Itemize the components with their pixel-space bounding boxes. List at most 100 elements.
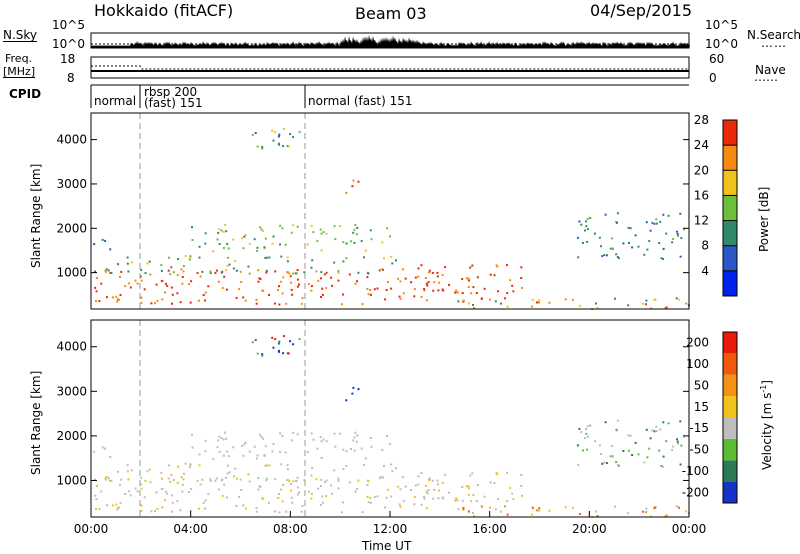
velocity-cell bbox=[384, 506, 387, 509]
power-cell bbox=[582, 241, 584, 244]
velocity-cell bbox=[306, 451, 309, 454]
velocity-cell bbox=[391, 470, 394, 473]
power-cell bbox=[278, 143, 280, 146]
velocity-cell bbox=[655, 430, 658, 433]
power-cell bbox=[166, 284, 169, 287]
velocity-cell bbox=[238, 496, 241, 498]
power-cell bbox=[469, 266, 472, 269]
velocity-cell bbox=[146, 470, 149, 473]
velocity-cell bbox=[345, 465, 348, 467]
power-cell bbox=[317, 279, 320, 282]
velocity-cell bbox=[586, 448, 589, 451]
power-cell bbox=[645, 299, 648, 302]
velocity-cell bbox=[197, 507, 200, 510]
velocity-cell bbox=[653, 507, 656, 510]
velocity-cell bbox=[423, 495, 426, 498]
power-cell bbox=[641, 302, 644, 305]
velocity-cell bbox=[499, 510, 502, 513]
power-cell bbox=[489, 273, 492, 276]
velocity-cell bbox=[354, 431, 357, 434]
velocity-cell bbox=[382, 476, 384, 479]
power-cell bbox=[598, 236, 601, 239]
power-cell bbox=[424, 277, 427, 279]
velocity-cell bbox=[428, 479, 431, 482]
power-cell bbox=[356, 226, 359, 229]
power-cell bbox=[381, 241, 384, 244]
colorbar-segment bbox=[723, 481, 737, 503]
power-cell bbox=[265, 269, 268, 272]
frequency-panel bbox=[90, 56, 690, 79]
power-cell bbox=[101, 238, 104, 241]
velocity-cell bbox=[154, 510, 156, 513]
power-cell bbox=[320, 232, 323, 235]
power-cell bbox=[215, 269, 218, 272]
power-cell bbox=[179, 301, 182, 304]
velocity-cell bbox=[187, 491, 190, 493]
power-cell bbox=[337, 269, 340, 272]
power-cell bbox=[595, 302, 597, 305]
velocity-cell bbox=[383, 465, 385, 467]
velocity-cell bbox=[296, 493, 299, 496]
power-cell bbox=[413, 288, 416, 291]
power-cell bbox=[111, 296, 114, 299]
velocity-cell bbox=[677, 442, 679, 445]
velocity-cell bbox=[520, 474, 523, 476]
power-cell bbox=[390, 255, 393, 258]
velocity-cell bbox=[471, 472, 474, 475]
velocity-cell bbox=[217, 439, 220, 442]
velocity-cell bbox=[235, 504, 238, 507]
power-cell bbox=[356, 280, 358, 283]
velocity-cell bbox=[340, 511, 343, 514]
velocity-cell bbox=[404, 485, 407, 488]
power-cell bbox=[380, 268, 383, 271]
power-cell bbox=[120, 270, 123, 273]
velocity-cell bbox=[598, 444, 601, 447]
velocity-cell bbox=[201, 478, 204, 481]
power-cell bbox=[98, 300, 101, 302]
power-cell bbox=[662, 213, 665, 216]
velocity-cell bbox=[676, 440, 679, 443]
power-cell bbox=[417, 267, 420, 270]
velocity-cell bbox=[259, 485, 262, 488]
power-cell bbox=[288, 272, 291, 275]
power-cell bbox=[672, 237, 675, 240]
power-cell bbox=[172, 271, 175, 274]
velocity-cell bbox=[629, 434, 632, 437]
velocity-cell bbox=[248, 450, 251, 453]
velocity-cell bbox=[634, 442, 637, 444]
power-cell bbox=[256, 246, 259, 249]
power-cell bbox=[369, 229, 372, 232]
power-cell bbox=[222, 230, 225, 233]
velocity-cell bbox=[278, 511, 281, 514]
velocity-cell bbox=[166, 492, 169, 495]
power-cell bbox=[146, 262, 149, 265]
power-cell bbox=[391, 262, 394, 265]
velocity-cell bbox=[376, 495, 379, 498]
velocity-cell bbox=[584, 437, 586, 440]
velocity-cell bbox=[659, 428, 662, 431]
colorbar-segment bbox=[723, 353, 737, 375]
velocity-cell bbox=[600, 452, 602, 455]
power-cell bbox=[629, 227, 632, 230]
velocity-cell bbox=[116, 508, 119, 511]
velocity-cell bbox=[189, 464, 192, 467]
velocity-cell bbox=[437, 497, 440, 500]
power-cell bbox=[530, 305, 533, 308]
velocity-cell bbox=[140, 504, 143, 507]
velocity-colorbar-tick-label: -200 bbox=[682, 485, 709, 499]
velocity-cell bbox=[253, 445, 256, 448]
velocity-cell bbox=[390, 495, 393, 498]
velocity-cell bbox=[262, 437, 265, 440]
velocity-cell bbox=[126, 470, 129, 473]
velocity-cell bbox=[467, 493, 470, 496]
velocity-cell bbox=[615, 428, 618, 431]
colorbar-segment bbox=[723, 195, 737, 221]
velocity-cell bbox=[603, 461, 606, 464]
velocity-cell bbox=[124, 492, 127, 495]
velocity-cell bbox=[292, 343, 295, 346]
velocity-colorbar-tick-label: 50 bbox=[694, 378, 709, 392]
velocity-cell bbox=[410, 489, 413, 492]
power-cell bbox=[312, 231, 315, 234]
power-cell bbox=[580, 223, 583, 226]
power-cell bbox=[586, 228, 589, 231]
